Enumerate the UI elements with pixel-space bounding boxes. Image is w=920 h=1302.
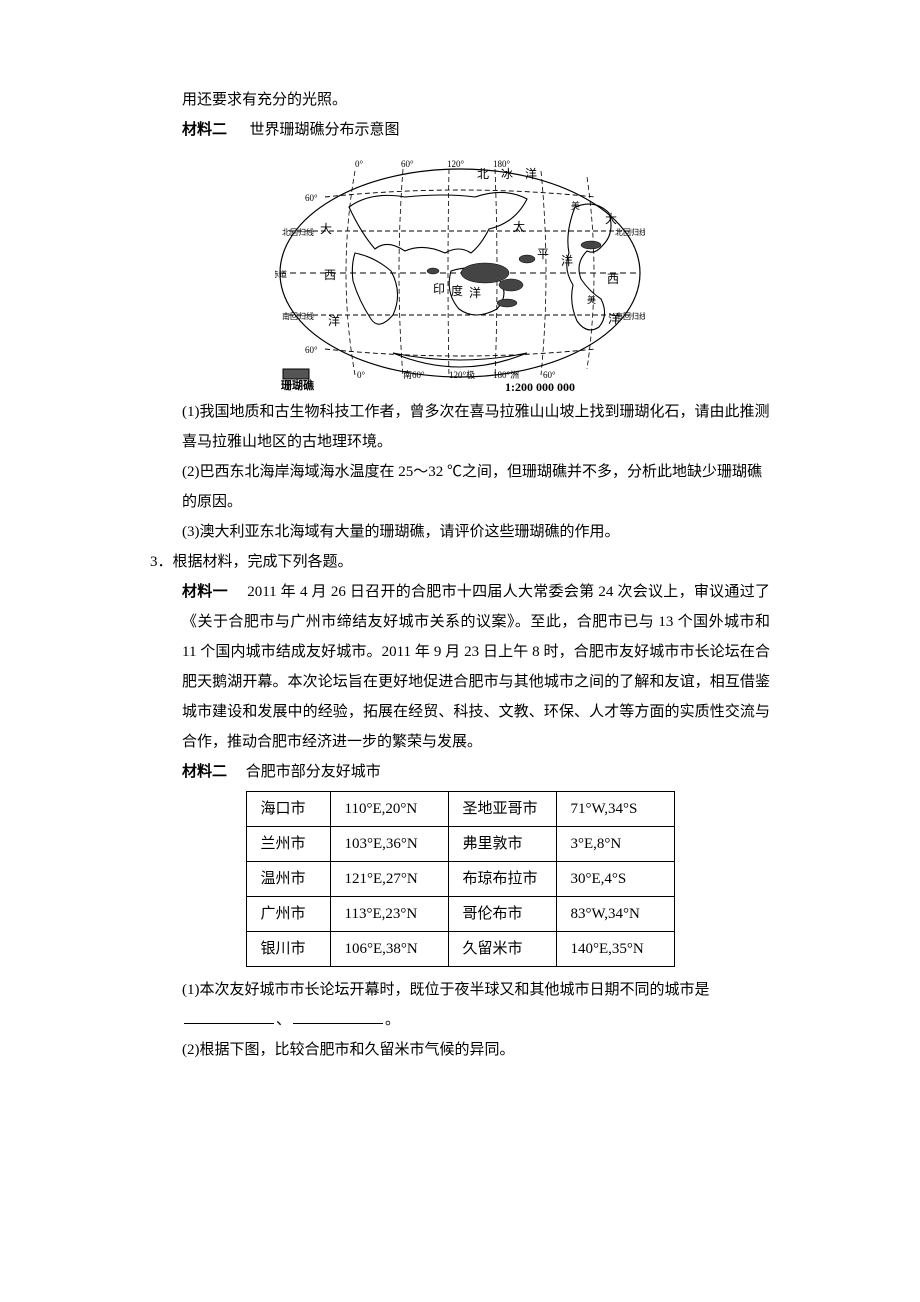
svg-text:洋: 洋 — [561, 253, 573, 268]
table-cell: 海口市 — [246, 792, 330, 827]
table-cell: 110°E,20°N — [330, 792, 448, 827]
table-cell: 113°E,23°N — [330, 897, 448, 932]
svg-text:180°洲: 180°洲 — [493, 370, 519, 380]
blank-end: 。 — [385, 1012, 400, 1028]
svg-text:北: 北 — [477, 167, 489, 181]
svg-text:冰: 冰 — [501, 167, 513, 181]
material2-heading: 材料二 世界珊瑚礁分布示意图 — [182, 115, 770, 145]
blank-1[interactable] — [184, 1008, 274, 1024]
svg-text:太: 太 — [513, 219, 525, 234]
svg-text:洋: 洋 — [469, 285, 481, 300]
svg-text:180°: 180° — [493, 159, 511, 169]
table-cell: 银川市 — [246, 932, 330, 967]
svg-text:0°: 0° — [355, 159, 364, 169]
p3-m2-label: 材料二 — [182, 763, 227, 780]
svg-text:南回归线: 南回归线 — [282, 311, 314, 321]
table-cell: 106°E,38°N — [330, 932, 448, 967]
svg-text:大: 大 — [605, 212, 617, 226]
p3-q1-line2: 、。 — [182, 1005, 770, 1035]
svg-text:60°: 60° — [543, 370, 556, 380]
table-cell: 广州市 — [246, 897, 330, 932]
svg-text:南回归线: 南回归线 — [615, 311, 645, 321]
svg-text:南60°: 南60° — [403, 369, 425, 380]
friend-city-table: 海口市110°E,20°N圣地亚哥市71°W,34°S兰州市103°E,36°N… — [246, 791, 675, 967]
svg-text:120°极: 120°极 — [449, 369, 475, 380]
table-cell: 弗里敦市 — [448, 827, 556, 862]
p3-q2: (2)根据下图，比较合肥市和久留米市气候的异同。 — [182, 1035, 770, 1065]
table-cell: 140°E,35°N — [556, 932, 674, 967]
svg-text:60°: 60° — [305, 193, 318, 203]
q2-1: (1)我国地质和古生物科技工作者，曾多次在喜马拉雅山山坡上找到珊瑚化石，请由此推… — [182, 397, 770, 457]
table-row: 兰州市103°E,36°N弗里敦市3°E,8°N — [246, 827, 674, 862]
svg-text:西: 西 — [607, 272, 619, 286]
svg-text:美: 美 — [587, 294, 596, 305]
p3-m2-title: 合肥市部分友好城市 — [246, 764, 381, 780]
svg-text:美: 美 — [571, 200, 580, 211]
svg-text:西: 西 — [324, 268, 336, 282]
table-cell: 布琼布拉市 — [448, 862, 556, 897]
table-cell: 103°E,36°N — [330, 827, 448, 862]
table-cell: 圣地亚哥市 — [448, 792, 556, 827]
material2-label: 材料二 — [182, 121, 227, 138]
svg-text:1:200 000 000: 1:200 000 000 — [505, 380, 575, 393]
table-row: 海口市110°E,20°N圣地亚哥市71°W,34°S — [246, 792, 674, 827]
table-cell: 83°W,34°N — [556, 897, 674, 932]
table-cell: 温州市 — [246, 862, 330, 897]
world-map-figure: 北冰洋大西洋太平洋印度洋大西洋北回归线北回归线赤道南回归线南回归线60°美美60… — [150, 153, 770, 393]
svg-text:洋: 洋 — [328, 313, 340, 328]
p3-q1-line1: (1)本次友好城市市长论坛开幕时，既位于夜半球又和其他城市日期不同的城市是 — [182, 975, 770, 1005]
q2-2: (2)巴西东北海岸海域海水温度在 25～32 ℃之间，但珊瑚礁并不多，分析此地缺… — [182, 457, 770, 517]
svg-text:60°: 60° — [401, 159, 414, 169]
table-cell: 哥伦布市 — [448, 897, 556, 932]
svg-text:60°: 60° — [305, 345, 318, 355]
svg-text:印: 印 — [433, 282, 445, 296]
table-row: 广州市113°E,23°N哥伦布市83°W,34°N — [246, 897, 674, 932]
svg-text:大: 大 — [320, 222, 332, 236]
table-cell: 71°W,34°S — [556, 792, 674, 827]
table-cell: 兰州市 — [246, 827, 330, 862]
table-cell: 3°E,8°N — [556, 827, 674, 862]
blank-sep: 、 — [276, 1012, 291, 1028]
world-coral-map: 北冰洋大西洋太平洋印度洋大西洋北回归线北回归线赤道南回归线南回归线60°美美60… — [275, 153, 645, 393]
p3-material1: 材料一 2011 年 4 月 26 日召开的合肥市十四届人大常委会第 24 次会… — [182, 577, 770, 757]
table-row: 温州市121°E,27°N布琼布拉市30°E,4°S — [246, 862, 674, 897]
table-cell: 30°E,4°S — [556, 862, 674, 897]
p3-material2-heading: 材料二 合肥市部分友好城市 — [182, 757, 770, 787]
table-cell: 久留米市 — [448, 932, 556, 967]
svg-text:北回归线: 北回归线 — [615, 227, 645, 237]
table-row: 银川市106°E,38°N久留米市140°E,35°N — [246, 932, 674, 967]
blank-2[interactable] — [293, 1008, 383, 1024]
table-cell: 121°E,27°N — [330, 862, 448, 897]
problem-3-heading: 3．根据材料，完成下列各题。 — [150, 547, 770, 577]
svg-text:赤道: 赤道 — [275, 269, 287, 279]
continuation-line: 用还要求有充分的光照。 — [182, 85, 770, 115]
svg-text:120°: 120° — [447, 159, 465, 169]
friend-city-table-wrap: 海口市110°E,20°N圣地亚哥市71°W,34°S兰州市103°E,36°N… — [150, 791, 770, 967]
page: 用还要求有充分的光照。 材料二 世界珊瑚礁分布示意图 — [0, 0, 920, 1302]
p3-m1-label: 材料一 — [182, 583, 228, 600]
svg-text:平: 平 — [537, 247, 549, 261]
svg-text:洋: 洋 — [525, 166, 537, 181]
material2-title: 世界珊瑚礁分布示意图 — [250, 122, 400, 138]
svg-text:0°: 0° — [357, 370, 366, 380]
svg-text:度: 度 — [451, 283, 463, 298]
svg-text:珊瑚礁: 珊瑚礁 — [281, 378, 315, 392]
svg-text:北回归线: 北回归线 — [282, 227, 314, 237]
p3-m1-text: 2011 年 4 月 26 日召开的合肥市十四届人大常委会第 24 次会议上，审… — [182, 584, 770, 750]
q2-3: (3)澳大利亚东北海域有大量的珊瑚礁，请评价这些珊瑚礁的作用。 — [182, 517, 770, 547]
